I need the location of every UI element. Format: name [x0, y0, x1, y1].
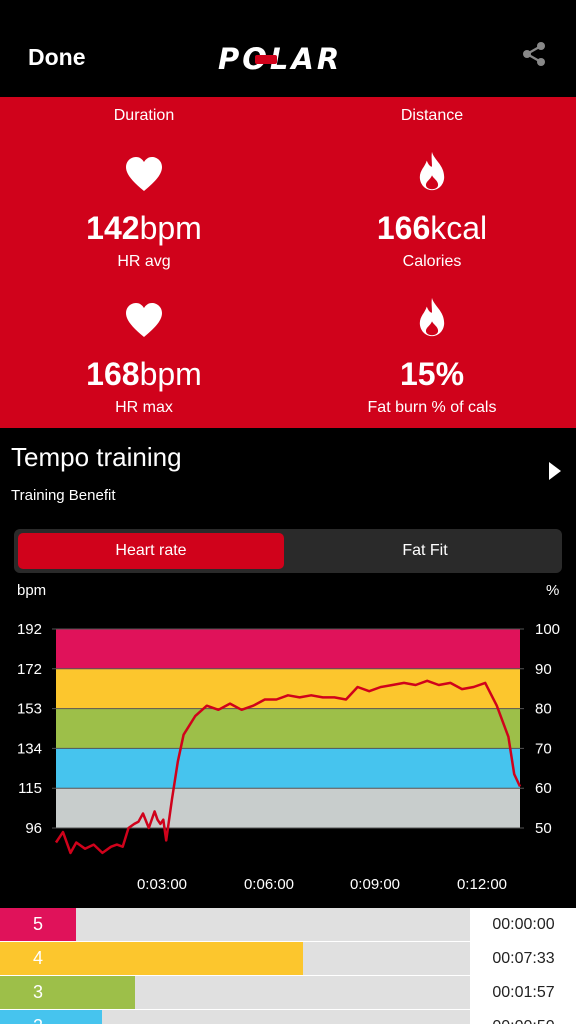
zone-band-1	[56, 788, 520, 828]
zone-number: 2	[0, 1010, 76, 1024]
zone-number: 5	[0, 908, 76, 941]
y-tick-label: 153	[17, 701, 42, 718]
x-tick-label: 0:06:00	[244, 876, 294, 893]
zone-time: 00:00:50	[471, 1010, 576, 1024]
distance-label: Distance	[400, 107, 464, 124]
calories-value: 166kcal	[376, 210, 488, 246]
zone-row: 3 00:01:57	[0, 976, 576, 1009]
chart-tab-switch: Heart rate Fat Fit	[14, 529, 562, 573]
zone-bar-fill	[76, 976, 136, 1009]
y-tick-label: 96	[25, 820, 42, 837]
x-tick-label: 0:03:00	[137, 876, 187, 893]
zone-band-4	[56, 668, 520, 709]
zone-bar-fill	[76, 942, 303, 975]
y2-tick-label: 90	[535, 661, 552, 678]
y2-tick-label: 70	[535, 740, 552, 757]
duration-label: Duration	[113, 107, 175, 124]
logo-accent	[255, 55, 277, 64]
zone-row: 2 00:00:50	[0, 1010, 576, 1024]
zone-table: 5 00:00:00 4 00:07:33 3 00:01:57 2 00:00:50	[0, 908, 576, 1024]
heart-rate-chart: 192 172 153 134 115 96 100 90 80 70 60 50 0:03:00 0:0…	[17, 621, 560, 893]
zone-band-5	[56, 629, 520, 669]
stats-panel: Duration Distance 142bpm 166kcal HR avg …	[0, 97, 576, 428]
flame-icon	[419, 151, 445, 191]
y-tick-label: 115	[18, 780, 42, 797]
flame-icon	[419, 297, 445, 337]
chevron-right-icon[interactable]	[549, 462, 561, 480]
x-tick-label: 0:12:00	[457, 876, 507, 893]
heart-rate-line	[54, 679, 522, 855]
tab-heart-rate[interactable]: Heart rate	[18, 533, 284, 569]
share-icon[interactable]	[520, 40, 548, 68]
x-tick-label: 0:09:00	[350, 876, 400, 893]
heart-icon	[126, 157, 162, 191]
training-benefit-title: Tempo training	[11, 442, 182, 472]
y-tick-label: 134	[17, 740, 42, 757]
done-button[interactable]: Done	[28, 44, 86, 70]
zone-bar-track	[76, 908, 470, 941]
polar-logo: POLAR	[218, 42, 343, 76]
y2-tick-label: 60	[535, 780, 552, 797]
y2-tick-label: 100	[535, 621, 560, 638]
hr-avg-value: 142bpm	[86, 210, 202, 246]
zone-bar-track	[76, 976, 470, 1009]
heart-icon	[126, 303, 162, 337]
tab-fat-fit[interactable]: Fat Fit	[402, 542, 448, 559]
y-tick-label: 192	[17, 621, 42, 638]
zone-time: 00:07:33	[471, 942, 576, 975]
zone-time: 00:00:00	[471, 908, 576, 941]
hr-avg-label: HR avg	[117, 253, 171, 270]
zone-time: 00:01:57	[471, 976, 576, 1009]
y-axis-unit: bpm	[17, 582, 47, 599]
calories-label: Calories	[402, 253, 462, 270]
zone-bar-fill	[76, 1010, 102, 1024]
zone-number: 4	[0, 942, 76, 975]
zone-row: 4 00:07:33	[0, 942, 576, 975]
zone-band-2	[56, 748, 520, 789]
zone-number: 3	[0, 976, 76, 1009]
fat-burn-value: 15%	[399, 356, 465, 392]
fat-burn-label: Fat burn % of cals	[367, 399, 497, 416]
zone-band-3	[56, 708, 520, 749]
top-bar: Done POLAR	[0, 0, 576, 97]
training-benefit-subtitle: Training Benefit	[11, 487, 116, 504]
hr-max-value: 168bpm	[86, 356, 202, 392]
y-tick-label: 172	[17, 661, 42, 678]
y2-tick-label: 80	[535, 701, 552, 718]
hr-max-label: HR max	[115, 399, 173, 416]
zone-bar-track	[76, 1010, 470, 1024]
y2-tick-label: 50	[535, 820, 552, 837]
y2-axis-unit: %	[546, 582, 560, 599]
zone-row: 5 00:00:00	[0, 908, 576, 941]
